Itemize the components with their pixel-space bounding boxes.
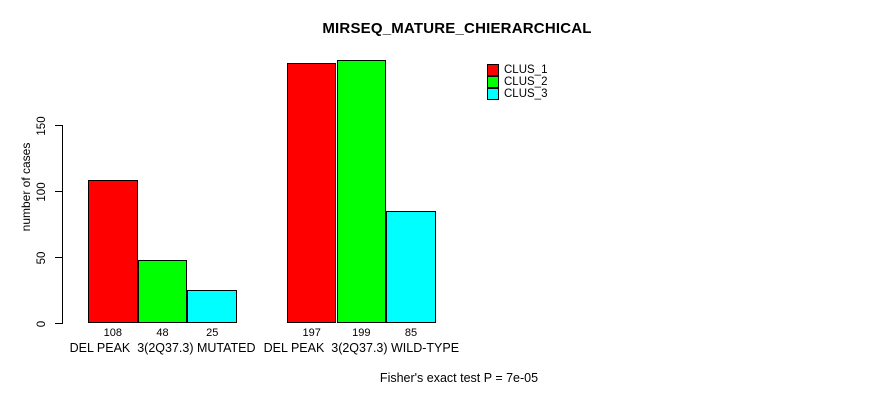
legend-swatch-clus_1 bbox=[487, 64, 499, 76]
bar-clus_1-group1 bbox=[88, 180, 138, 323]
y-tick-label: 150 bbox=[36, 115, 48, 136]
bar-value-label: 199 bbox=[352, 327, 371, 339]
legend: CLUS_1 CLUS_2 CLUS_3 bbox=[487, 64, 547, 100]
bar-clus_2-group2 bbox=[336, 60, 387, 323]
y-tick-mark bbox=[55, 125, 62, 126]
chart-title: MIRSEQ_MATURE_CHIERARCHICAL bbox=[322, 20, 592, 37]
legend-swatch-clus_3 bbox=[487, 88, 499, 100]
legend-swatch-clus_2 bbox=[487, 76, 499, 88]
legend-label: CLUS_2 bbox=[504, 76, 548, 88]
y-tick-label: 0 bbox=[36, 320, 48, 327]
bar-clus_3-group2 bbox=[386, 210, 436, 323]
y-tick-mark bbox=[55, 257, 62, 258]
fisher-test-note: Fisher's exact test P = 7e-05 bbox=[379, 371, 539, 385]
bar-clus_1-group2 bbox=[286, 62, 337, 323]
bar-clus_2-group1 bbox=[137, 259, 188, 323]
legend-item-clus_3: CLUS_3 bbox=[487, 88, 547, 100]
bar-clus_3-group1 bbox=[187, 290, 238, 323]
x-category-label: DEL PEAK 3(2Q37.3) WILD-TYPE bbox=[263, 341, 460, 355]
legend-label: CLUS_3 bbox=[504, 88, 548, 100]
y-tick-label: 100 bbox=[36, 181, 48, 202]
legend-label: CLUS_1 bbox=[504, 64, 548, 76]
y-axis-label: number of cases bbox=[19, 142, 33, 232]
bar-value-label: 48 bbox=[156, 327, 169, 339]
x-category-label: DEL PEAK 3(2Q37.3) MUTATED bbox=[69, 341, 256, 355]
bar-value-label: 85 bbox=[404, 327, 418, 339]
legend-item-clus_2: CLUS_2 bbox=[487, 76, 547, 88]
y-tick-mark bbox=[55, 191, 62, 192]
y-axis-line bbox=[62, 125, 63, 324]
y-tick-mark bbox=[55, 323, 62, 324]
bar-value-label: 108 bbox=[103, 327, 123, 339]
legend-item-clus_1: CLUS_1 bbox=[487, 64, 547, 76]
y-tick-label: 50 bbox=[36, 251, 48, 264]
bar-value-label: 25 bbox=[206, 327, 219, 339]
bar-value-label: 197 bbox=[302, 327, 321, 339]
